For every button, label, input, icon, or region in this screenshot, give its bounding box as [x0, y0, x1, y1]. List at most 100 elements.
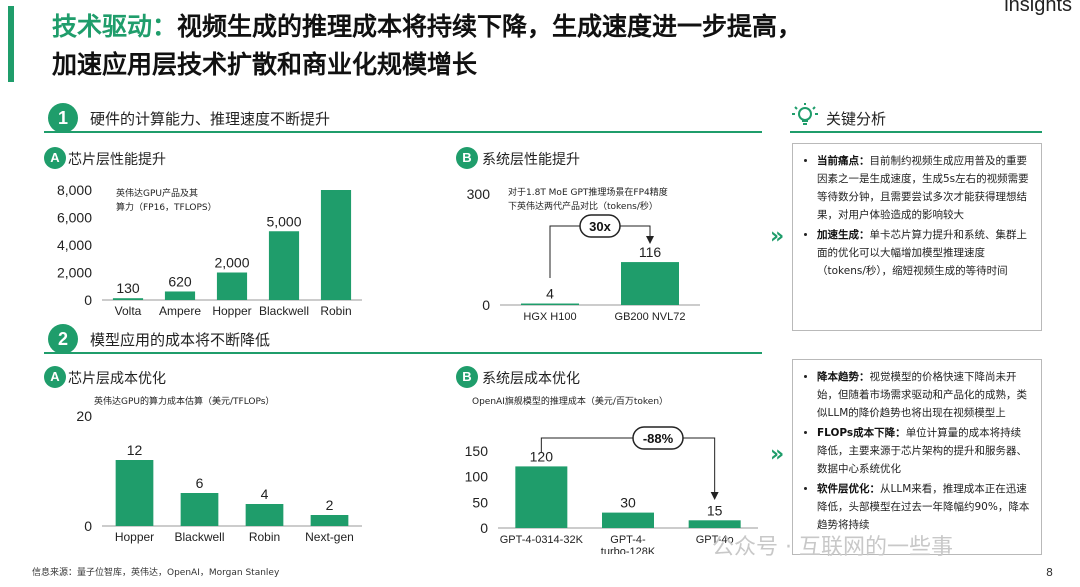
- bar: [268, 231, 300, 300]
- brand-logo-text: insights: [1004, 0, 1072, 16]
- bar: [115, 460, 154, 526]
- section2-number: 2: [48, 324, 78, 354]
- x-tick-label: Robin: [320, 304, 351, 318]
- bar: [180, 493, 219, 526]
- data-label: 15: [707, 502, 723, 518]
- y-tick-label: 150: [465, 443, 489, 459]
- data-label: 30: [620, 495, 636, 511]
- chart2-note: 对于1.8T MoE GPT推理场景在FP4精度 下英伟达两代产品对比（toke…: [508, 186, 668, 214]
- footer-source: 信息来源：量子位智库，英伟达，OpenAI，Morgan Stanley: [32, 568, 280, 578]
- chart1-note-line2: 算力（FP16，TFLOPS）: [116, 203, 217, 213]
- x-tick-label: Robin: [249, 530, 280, 544]
- chart3-svg: 0 20 12 Hopper 6 Blackwell 4 Robin 2 Next-gen: [76, 408, 362, 544]
- section1-divider: [44, 131, 762, 133]
- data-label: 120: [530, 448, 554, 464]
- data-label: 2,000: [214, 255, 249, 271]
- x-tick-label: Ampere: [159, 304, 201, 318]
- bar: [310, 515, 349, 526]
- x-tick-label: Volta: [115, 304, 142, 318]
- bar: [320, 190, 352, 300]
- x-tick-label: Hopper: [212, 304, 251, 318]
- data-label: 6: [196, 475, 204, 491]
- callout-label: 30x: [589, 219, 611, 234]
- analysis-divider: [790, 131, 1042, 133]
- x-tick-label: HGX H100: [523, 311, 576, 323]
- title-line1: 视频生成的推理成本将持续下降，生成速度进一步提高，: [177, 12, 803, 41]
- data-label: 130: [116, 280, 140, 296]
- list-item: 当前痛点：目前制约视频生成应用普及的重要因素之一是生成速度，生成5s左右的视频需…: [817, 152, 1031, 224]
- section1-number: 1: [48, 103, 78, 133]
- y-tick-label: 6,000: [57, 210, 92, 226]
- chart3-note: 英伟达GPU的算力成本估算（美元/TFLOPs）: [94, 397, 275, 407]
- bar: [112, 298, 144, 300]
- chevron-right-icon: »: [770, 442, 785, 467]
- callout-badge: [632, 426, 684, 450]
- x-tick-label: GPT-4-0314-32K: [500, 534, 584, 546]
- bar: [515, 466, 568, 528]
- bar: [245, 504, 284, 526]
- data-label: 4: [261, 486, 269, 502]
- section2-title: 模型应用的成本将不断降低: [90, 331, 271, 349]
- y-tick-label: 100: [465, 469, 489, 485]
- section2-divider: [44, 352, 762, 354]
- chart1-title: 芯片层性能提升: [68, 152, 166, 168]
- callout-label: -88%: [643, 431, 674, 446]
- watermark-text: 公众号 · 互联网的一些事: [712, 535, 953, 560]
- y-tick-label: 0: [482, 297, 490, 313]
- x-tick-label: GPT-4o: [696, 534, 734, 546]
- title-highlight: 技术驱动：: [52, 12, 178, 41]
- chart4-note: OpenAI旗舰模型的推理成本（美元/百万token）: [472, 397, 669, 407]
- title-accent-bar: [8, 6, 14, 82]
- chart2-title: 系统层性能提升: [482, 152, 580, 168]
- callout-badge: [579, 214, 621, 238]
- list-item: 加速生成：单卡芯片算力提升和系统、集群上面的优化可以大幅增加模型推理速度（tok…: [817, 226, 1031, 280]
- x-tick-label: GB200 NVL72: [615, 311, 686, 323]
- bar: [164, 291, 196, 300]
- chart2-badge: B: [456, 147, 478, 169]
- callout-connector: [540, 437, 716, 496]
- data-label: 116: [639, 244, 662, 260]
- analysis-panel-2-list: 降本趋势：视觉模型的价格快速下降尚未开始，但随着市场需求驱动和产品化的成熟，类似…: [801, 368, 1031, 534]
- data-label: 620: [168, 273, 192, 289]
- y-tick-label: 0: [84, 518, 92, 534]
- chart3-title: 芯片层成本优化: [68, 371, 166, 387]
- y-tick-label: 50: [472, 494, 488, 510]
- x-tick-label: GPT-4-: [610, 534, 646, 546]
- lightbulb-icon: [790, 102, 820, 130]
- page-number: 8: [1046, 566, 1053, 579]
- section1-title: 硬件的计算能力、推理速度不断提升: [90, 110, 331, 128]
- chart1-badge: A: [44, 147, 66, 169]
- bar: [521, 303, 579, 305]
- y-tick-label: 8,000: [57, 182, 92, 198]
- list-item: 降本趋势：视觉模型的价格快速下降尚未开始，但随着市场需求驱动和产品化的成熟，类似…: [817, 368, 1031, 422]
- x-tick-label: Blackwell: [259, 304, 309, 318]
- chart2-note-line1: 对于1.8T MoE GPT推理场景在FP4精度: [508, 188, 668, 198]
- chart4-svg: 0 50 100 150 120 GPT-4-0314-32K 30 GPT-4-turbo-…: [465, 426, 758, 554]
- analysis-panel-1-list: 当前痛点：目前制约视频生成应用普及的重要因素之一是生成速度，生成5s左右的视频需…: [801, 152, 1031, 280]
- list-item: 软件层优化：从LLM来看，推理成本正在迅速降低，头部模型在过去一年降幅约90%，…: [817, 480, 1031, 534]
- y-tick-label: 0: [480, 520, 488, 536]
- chart2-svg: 0 300 4 HGX H100 116 GB200 NVL72 30x: [467, 186, 700, 323]
- analysis-panel-2: 降本趋势：视觉模型的价格快速下降尚未开始，但随着市场需求驱动和产品化的成熟，类似…: [792, 359, 1042, 555]
- y-tick-label: 0: [84, 292, 92, 308]
- x-tick-label: Next-gen: [305, 530, 354, 544]
- bar: [602, 512, 654, 528]
- chart1-note: 英伟达GPU产品及其 算力（FP16，TFLOPS）: [116, 187, 217, 215]
- bar: [688, 520, 741, 528]
- data-label: 2: [326, 497, 334, 513]
- y-tick-label: 20: [76, 408, 92, 424]
- y-tick-label: 4,000: [57, 237, 92, 253]
- data-label: 12: [127, 442, 143, 458]
- bar: [216, 272, 248, 300]
- title-line2: 加速应用层技术扩散和商业化规模增长: [52, 50, 478, 79]
- analysis-title: 关键分析: [826, 110, 887, 128]
- analysis-panel-1: 当前痛点：目前制约视频生成应用普及的重要因素之一是生成速度，生成5s左右的视频需…: [792, 143, 1042, 331]
- y-tick-label: 2,000: [57, 265, 92, 281]
- chart3-badge: A: [44, 366, 66, 388]
- chart1-note-line1: 英伟达GPU产品及其: [116, 189, 198, 199]
- y-tick-label: 300: [467, 186, 491, 202]
- chevron-right-icon: »: [770, 224, 785, 249]
- callout-arrowhead: [646, 236, 654, 244]
- bar: [621, 262, 679, 305]
- callout-arrowhead: [710, 492, 719, 500]
